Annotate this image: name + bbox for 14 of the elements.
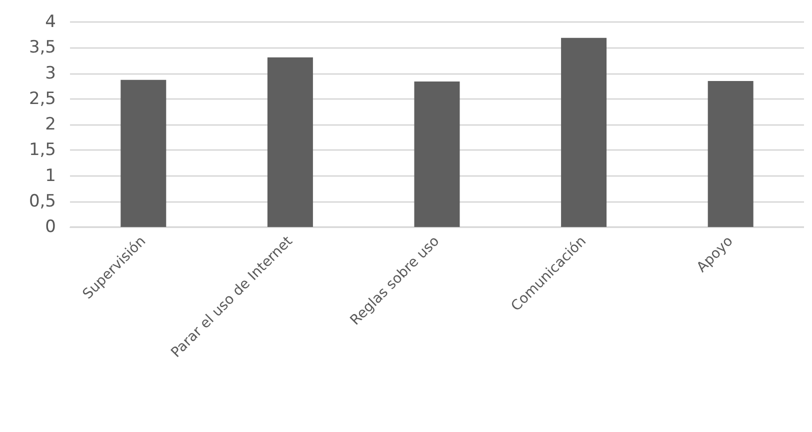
y-tick-label: 1 (45, 166, 56, 186)
bar (414, 81, 460, 227)
y-tick-label: 0 (45, 217, 56, 237)
bar (120, 80, 166, 227)
y-tick-label: 4 (45, 12, 56, 32)
y-tick-label: 2,5 (28, 88, 56, 109)
y-tick-label: 2 (45, 114, 56, 134)
y-tick-label: 3,5 (28, 38, 56, 58)
bar (267, 57, 313, 227)
bar (561, 38, 607, 227)
y-tick-label: 0,5 (28, 191, 56, 212)
y-tick-label: 1,5 (28, 140, 56, 160)
y-tick-label: 3 (45, 63, 56, 84)
bar (708, 80, 754, 227)
